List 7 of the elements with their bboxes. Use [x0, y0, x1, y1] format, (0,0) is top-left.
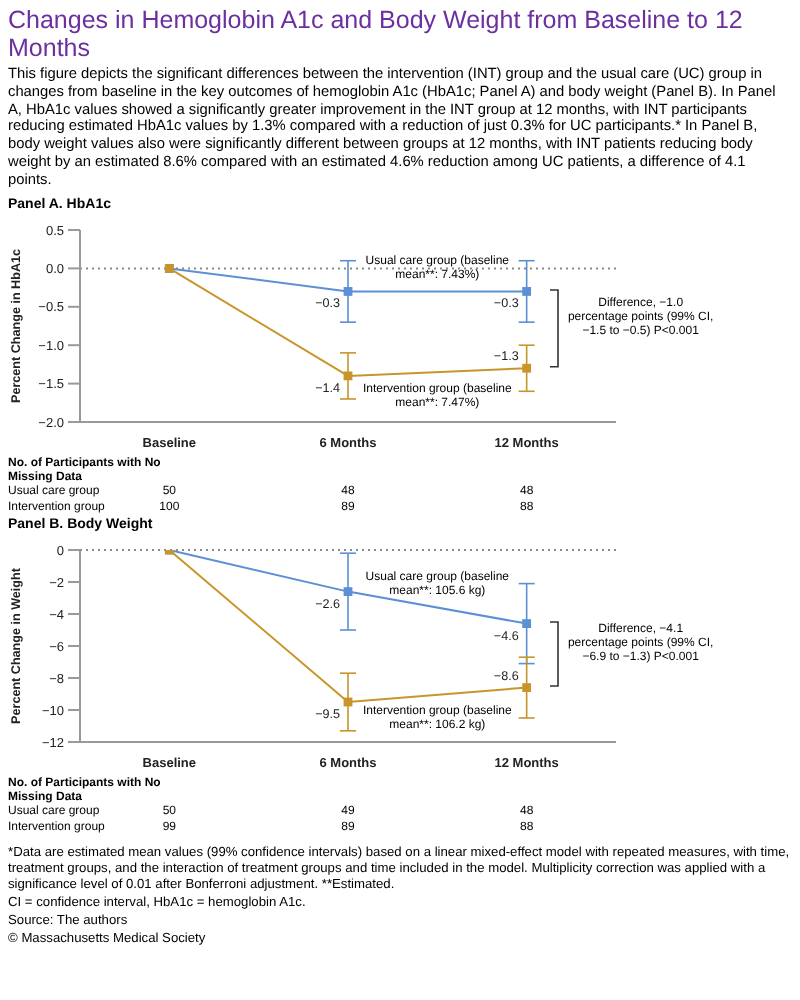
point [522, 618, 532, 628]
chart-title: Changes in Hemoglobin A1c and Body Weight from Baseline to 12 Months [6, 4, 745, 66]
point [522, 363, 532, 372]
point [522, 682, 532, 692]
point [343, 286, 353, 295]
point [343, 586, 353, 596]
point [522, 286, 532, 295]
